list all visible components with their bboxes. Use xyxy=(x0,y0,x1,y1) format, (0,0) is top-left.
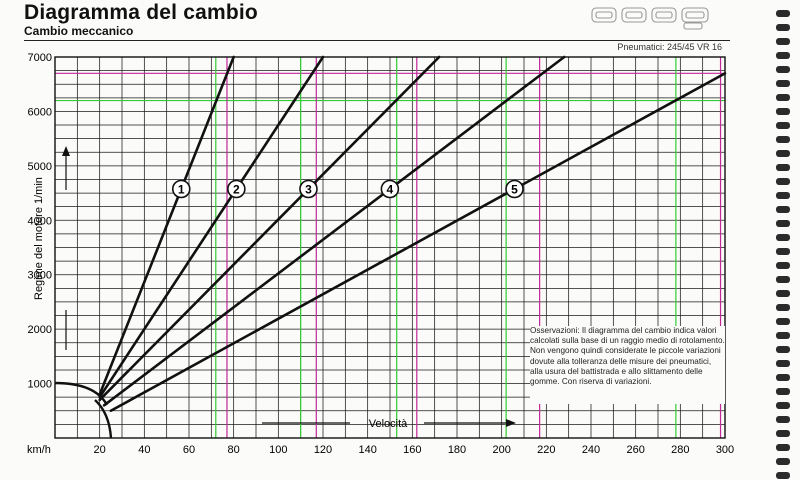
observations-note: Osservazioni: Il diagramma del cambio in… xyxy=(530,326,725,404)
y-tick-label: 5000 xyxy=(28,161,52,173)
binding-ring xyxy=(776,192,790,199)
binding-ring xyxy=(776,234,790,241)
binding-ring xyxy=(776,416,790,423)
binding-ring xyxy=(776,164,790,171)
gear-lines xyxy=(98,55,727,413)
gear-2-line xyxy=(98,55,325,399)
chart-border xyxy=(54,56,726,439)
gear-4-label: 4 xyxy=(387,182,394,196)
binding-ring xyxy=(776,220,790,227)
gear-3-label: 3 xyxy=(305,182,312,196)
gear-5-marker xyxy=(505,179,524,199)
binding-ring xyxy=(776,430,790,437)
binding-ring xyxy=(776,444,790,451)
page-subtitle: Cambio meccanico xyxy=(24,24,134,38)
binding-ring xyxy=(776,66,790,73)
x-tick-label: 160 xyxy=(403,444,421,456)
binding-ring xyxy=(776,52,790,59)
y-tick-label: 6000 xyxy=(28,106,52,118)
y-tick-label: 3000 xyxy=(28,270,52,282)
x-tick-label: 200 xyxy=(492,444,510,456)
binding-ring xyxy=(776,80,790,87)
x-tick-label: 220 xyxy=(537,444,555,456)
x-axis-arrowhead xyxy=(506,419,516,427)
gear-2-marker xyxy=(227,179,246,199)
x-tick-label: 20 xyxy=(94,444,106,456)
gear-1-line xyxy=(98,55,235,396)
gear-1-marker xyxy=(171,179,191,199)
x-tick-label: 140 xyxy=(358,444,376,456)
x-tick-label: 120 xyxy=(314,444,332,456)
gear-1-label: 1 xyxy=(178,182,185,196)
binding-ring xyxy=(776,24,790,31)
y-tick-label: 4000 xyxy=(28,215,52,227)
x-tick-label: 280 xyxy=(671,444,689,456)
gear-5-label: 5 xyxy=(511,182,518,196)
binding-ring xyxy=(776,10,790,17)
binding-ring xyxy=(776,332,790,339)
binding-ring xyxy=(776,206,790,213)
gear-2-label: 2 xyxy=(233,182,240,196)
gear-3-marker xyxy=(299,179,318,199)
binding-ring xyxy=(776,374,790,381)
y-tick-label: 2000 xyxy=(28,324,52,336)
binding-ring xyxy=(776,458,790,465)
binding-ring xyxy=(776,122,790,129)
gear-3-line xyxy=(98,55,441,402)
idle-curve xyxy=(54,381,109,406)
binding-ring xyxy=(776,472,790,479)
gear-5-line xyxy=(109,72,727,413)
binding-ring xyxy=(776,276,790,283)
binding-ring xyxy=(776,318,790,325)
binding-ring xyxy=(776,290,790,297)
gear-4-marker xyxy=(380,179,400,199)
tick-labels: 1000 2000 3000 4000 5000 6000 7000 km/h 20 40 60 80… xyxy=(27,52,734,456)
y-axis-arrowhead xyxy=(62,146,70,156)
x-tick-label: 100 xyxy=(269,444,287,456)
binding-ring xyxy=(776,248,790,255)
tyre-spec: Pneumatici: 245/45 VR 16 xyxy=(617,42,722,52)
binding-ring xyxy=(776,136,790,143)
chart-frame xyxy=(54,56,726,439)
binding-ring xyxy=(776,388,790,395)
binding-ring xyxy=(776,304,790,311)
y-tick-label: 1000 xyxy=(28,379,52,391)
axis-titles: Regime del motore 1/min Velocità xyxy=(33,146,516,430)
x-tick-label: 300 xyxy=(716,444,734,456)
binding-ring xyxy=(776,94,790,101)
binding-ring xyxy=(776,38,790,45)
x-tick-label: 80 xyxy=(228,444,240,456)
binding-ring xyxy=(776,402,790,409)
binding-ring xyxy=(776,108,790,115)
idle-curve xyxy=(94,399,113,439)
gear-labels: 1 2 3 4 5 xyxy=(171,179,524,199)
porsche-928s-logo xyxy=(591,7,709,30)
binding-ring xyxy=(776,178,790,185)
x-unit-label: km/h xyxy=(27,444,51,456)
x-tick-label: 40 xyxy=(138,444,150,456)
gear-4-line xyxy=(102,55,566,407)
x-tick-label: 260 xyxy=(626,444,644,456)
binding-ring xyxy=(776,262,790,269)
spiral-binding xyxy=(776,10,790,479)
x-tick-label: 60 xyxy=(183,444,195,456)
binding-ring xyxy=(776,360,790,367)
x-axis-title: Velocità xyxy=(369,418,408,430)
binding-ring xyxy=(776,150,790,157)
binding-ring xyxy=(776,346,790,353)
title-rule xyxy=(24,40,730,41)
y-axis-title: Regime del motore 1/min xyxy=(33,177,45,300)
x-tick-label: 180 xyxy=(448,444,466,456)
y-tick-label: 7000 xyxy=(28,52,52,64)
x-tick-label: 240 xyxy=(582,444,600,456)
page-title: Diagramma del cambio xyxy=(24,1,258,24)
